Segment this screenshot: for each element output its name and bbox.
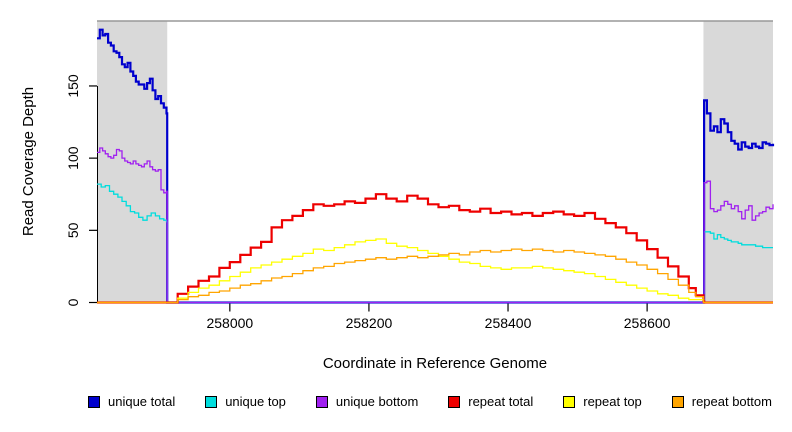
- legend-item-unique-top: unique top: [205, 395, 286, 409]
- y-axis-tick-label: 150: [65, 74, 81, 98]
- legend-label: unique total: [108, 394, 176, 409]
- x-axis-tick-label: 258200: [346, 315, 393, 331]
- legend-swatch-icon: [205, 396, 218, 408]
- legend-label: unique bottom: [335, 394, 419, 409]
- series-line-unique-total: [97, 28, 775, 304]
- y-axis-title-text: Read Coverage Depth: [20, 86, 38, 237]
- legend-swatch-icon: [315, 396, 328, 408]
- x-axis-title: Coordinate in Reference Genome: [322, 355, 548, 372]
- legend-label: repeat top: [583, 394, 642, 409]
- legend-label: unique top: [225, 394, 286, 409]
- legend-swatch-icon: [671, 396, 684, 408]
- shaded-flank-region-left: [97, 21, 168, 304]
- series-line-repeat-total: [97, 193, 773, 304]
- legend-swatch-icon: [448, 396, 461, 408]
- legend: unique total unique top unique bottom repea…: [88, 395, 772, 409]
- coverage-plot: 0 50 100 150 258000 258200 258400 258600: [65, 20, 775, 331]
- series-line-repeat-bottom: [97, 248, 773, 304]
- shaded-flank-region-right: [703, 21, 773, 304]
- legend-item-repeat-total: repeat total: [448, 395, 533, 409]
- y-axis-tick-label: 50: [65, 222, 81, 238]
- legend-label: repeat total: [468, 394, 534, 409]
- y-axis-tick-label: 100: [65, 146, 81, 170]
- legend-swatch-icon: [88, 396, 100, 408]
- legend-label: repeat bottom: [691, 394, 772, 409]
- x-axis-tick-label: 258600: [624, 315, 671, 331]
- legend-item-unique-total: unique total: [88, 395, 175, 409]
- legend-item-repeat-top: repeat top: [563, 395, 642, 409]
- legend-swatch-icon: [563, 396, 576, 408]
- legend-item-unique-bottom: unique bottom: [315, 394, 419, 409]
- y-axis-tick-label: 0: [65, 298, 81, 306]
- legend-item-repeat-bottom: repeat bottom: [671, 394, 772, 409]
- series-line-repeat-top: [97, 238, 773, 304]
- x-axis-tick-label: 258400: [485, 315, 532, 331]
- x-axis-tick-label: 258000: [206, 315, 253, 331]
- series-line-unique-bottom: [97, 147, 774, 304]
- series-line-unique-top: [97, 183, 773, 304]
- y-axis-title: Read Coverage Depth: [10, 0, 48, 323]
